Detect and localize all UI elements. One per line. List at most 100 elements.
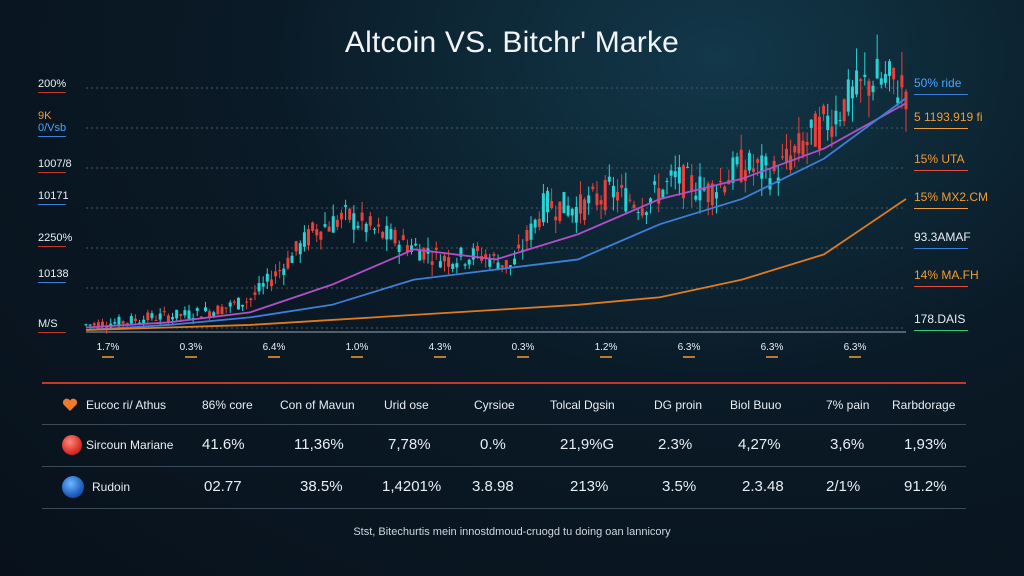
candle-body (599, 200, 603, 205)
candle-body (801, 140, 805, 156)
candle-body (813, 113, 817, 147)
candle-body (302, 232, 306, 247)
candle-body (554, 216, 558, 221)
candle-body (455, 263, 459, 268)
candle-body (274, 271, 278, 277)
candle-body (649, 198, 653, 205)
candle-body (661, 189, 665, 198)
right-axis-label-underline (914, 94, 968, 95)
candle-body (315, 229, 319, 236)
candle-body (422, 247, 426, 260)
candle-body (199, 316, 203, 319)
candle-body (888, 61, 892, 76)
candle-body (644, 212, 648, 215)
candle-body (550, 200, 554, 209)
candle-body (525, 230, 529, 242)
candle-body (636, 212, 640, 214)
candle-body (628, 199, 632, 201)
right-axis-label-text: 15% UTA (914, 152, 965, 166)
candle-body (418, 249, 422, 261)
candle-body (377, 224, 381, 227)
candle-body (690, 175, 694, 193)
candle-body (513, 258, 517, 265)
candle-body (533, 219, 537, 228)
candle-body (356, 225, 360, 228)
right-axis-label-underline (914, 248, 968, 249)
candle-body (88, 324, 92, 326)
candle-body (686, 166, 690, 168)
candle-body (216, 305, 220, 315)
candle-body (249, 298, 253, 301)
candle-body (286, 257, 290, 269)
table-cell: Rudoin (92, 480, 131, 494)
candle-body (537, 218, 541, 228)
candle-body (360, 212, 364, 221)
y-axis-label-underline (38, 204, 66, 205)
candle-body (475, 246, 479, 251)
candle-body (372, 228, 376, 230)
candle-body (438, 261, 442, 268)
header-cell: Rarbdorage (892, 398, 956, 412)
candle-body (805, 141, 809, 146)
candle-body (335, 219, 339, 227)
candle-body (735, 156, 739, 165)
candle-body (607, 176, 611, 182)
candle-body (397, 244, 401, 253)
candle-body (442, 255, 446, 262)
y-axis-label-line: 200% (38, 78, 67, 90)
y-axis-label: M/S (38, 318, 66, 333)
right-axis-label: 50% ride (914, 76, 968, 95)
y-axis-label-line: 0/Vsb (38, 122, 67, 134)
y-axis-label-line: 10171 (38, 190, 69, 202)
candle-body (855, 70, 859, 95)
candle-body (327, 226, 331, 232)
candle-body (797, 133, 801, 154)
x-tick-label: 6.3% (761, 342, 784, 353)
y-axis-label: 10138 (38, 268, 69, 283)
table-cell: 3.5% (662, 478, 697, 495)
right-axis-label-text: 15% MX2.CM (914, 190, 989, 204)
x-tick-label: 4.3% (429, 342, 452, 353)
table-cell: 0.% (480, 436, 506, 453)
x-tick-label: 6.3% (678, 342, 701, 353)
candle-body (154, 319, 158, 321)
x-tick-label: 1.0% (346, 342, 369, 353)
page-title: Altcoin VS. Bitchr' Marke (344, 26, 680, 59)
y-axis-label-line: 9K (38, 110, 52, 122)
candle-body (208, 311, 212, 317)
candle-body (904, 91, 908, 110)
candle-body (179, 314, 183, 316)
candle-body (228, 302, 232, 307)
candle-body (220, 306, 224, 314)
header-cell: Eucoc ri/ Athus (86, 398, 167, 412)
x-tick-label: 1.2% (595, 342, 618, 353)
candle-body (739, 149, 743, 182)
table-cell: 7,78% (388, 436, 431, 453)
candle-body (500, 265, 504, 268)
candle-body (838, 120, 842, 122)
candle-body (348, 208, 352, 220)
right-axis-label: 5 1193.919 fi (914, 110, 983, 129)
candle-body (558, 201, 562, 221)
y-axis-label-underline (38, 332, 66, 333)
candle-body (195, 308, 199, 311)
candle-body (133, 318, 137, 322)
right-axis-label-text: 50% ride (914, 76, 962, 90)
candle-body (364, 223, 368, 233)
candle-body (290, 255, 294, 263)
candle-body (595, 193, 599, 206)
table-cell: 21,9%G (560, 436, 615, 453)
candle-body (203, 307, 207, 312)
y-axis-label: 9K 0/Vsb (38, 110, 66, 137)
candle-body (113, 322, 117, 324)
candle-body (269, 279, 273, 287)
candle-body (817, 116, 821, 150)
candle-body (764, 156, 768, 166)
header-cell: Biol Buuo (730, 398, 782, 412)
right-axis-label-underline (914, 330, 968, 331)
candle-body (245, 301, 249, 303)
candle-body (171, 317, 175, 320)
candle-body (265, 273, 269, 282)
candle-body (323, 224, 327, 227)
candle-body (591, 186, 595, 189)
